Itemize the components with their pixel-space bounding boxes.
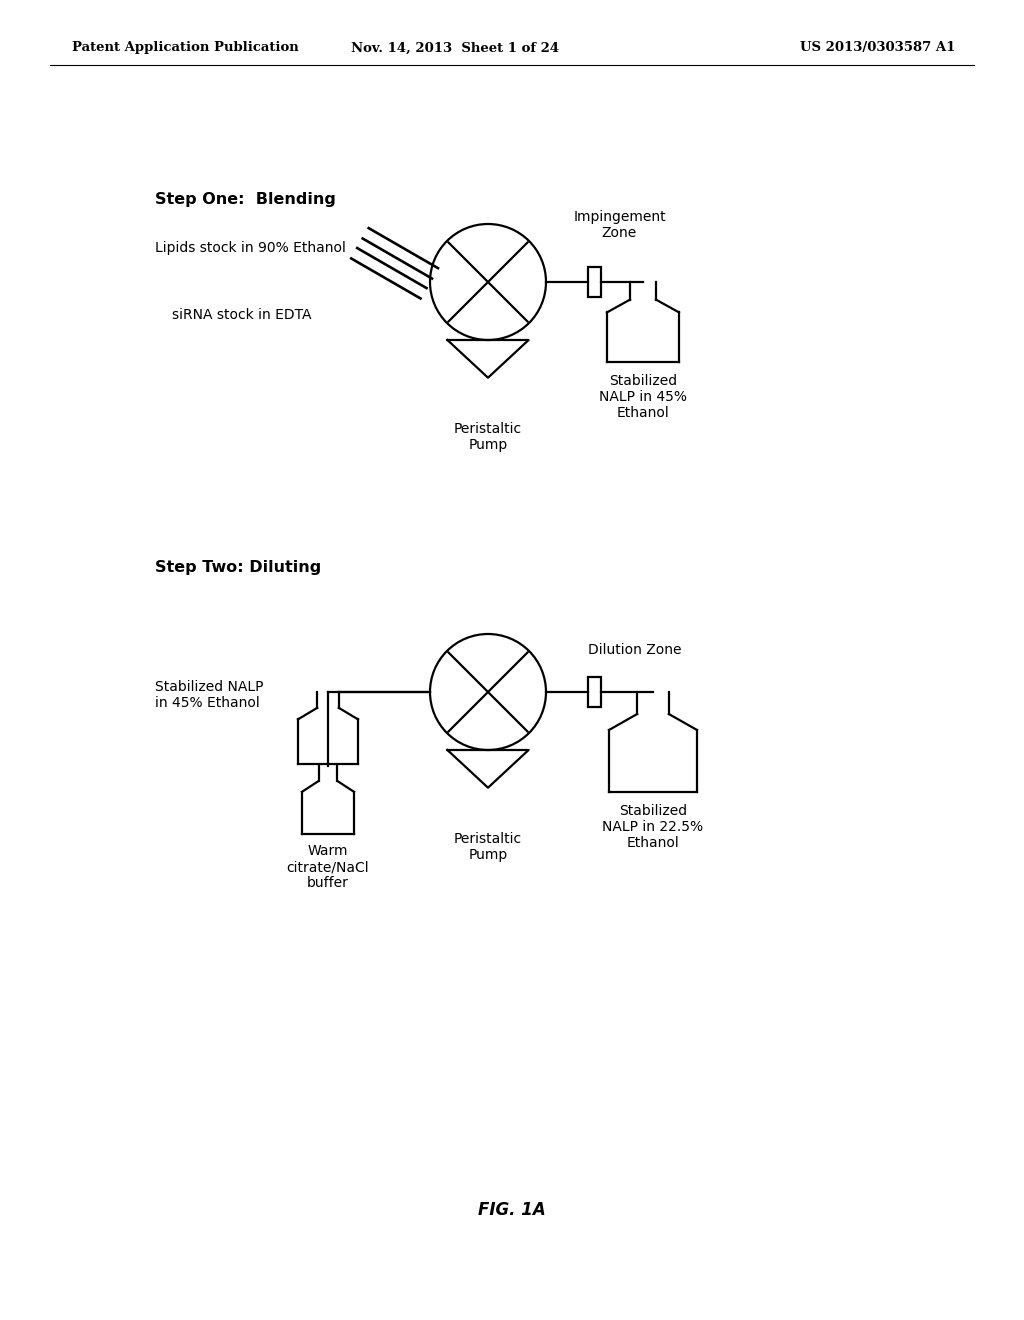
Bar: [588, 677, 601, 708]
Text: US 2013/0303587 A1: US 2013/0303587 A1: [800, 41, 955, 54]
Text: Impingement
Zone: Impingement Zone: [573, 210, 666, 240]
Text: Step One:  Blending: Step One: Blending: [155, 191, 336, 207]
Text: Stabilized
NALP in 45%
Ethanol: Stabilized NALP in 45% Ethanol: [599, 374, 687, 420]
Bar: [588, 267, 601, 297]
Text: FIG. 1A: FIG. 1A: [478, 1201, 546, 1218]
Text: Patent Application Publication: Patent Application Publication: [72, 41, 299, 54]
Text: Warm
citrate/NaCl
buffer: Warm citrate/NaCl buffer: [287, 843, 370, 891]
Text: Stabilized NALP
in 45% Ethanol: Stabilized NALP in 45% Ethanol: [155, 680, 263, 710]
Text: Nov. 14, 2013  Sheet 1 of 24: Nov. 14, 2013 Sheet 1 of 24: [351, 41, 559, 54]
Text: siRNA stock in EDTA: siRNA stock in EDTA: [172, 308, 311, 322]
Text: Peristaltic
Pump: Peristaltic Pump: [454, 422, 522, 453]
Text: Lipids stock in 90% Ethanol: Lipids stock in 90% Ethanol: [155, 242, 346, 255]
Text: Peristaltic
Pump: Peristaltic Pump: [454, 832, 522, 862]
Text: Stabilized
NALP in 22.5%
Ethanol: Stabilized NALP in 22.5% Ethanol: [602, 804, 703, 850]
Text: Step Two: Diluting: Step Two: Diluting: [155, 560, 322, 576]
Text: Dilution Zone: Dilution Zone: [588, 643, 681, 657]
